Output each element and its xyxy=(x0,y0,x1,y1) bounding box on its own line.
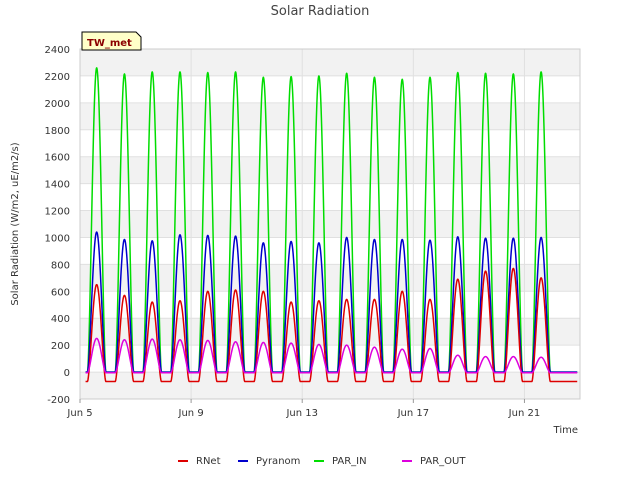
site-tag: TW_met xyxy=(81,31,142,51)
x-axis-title: Time xyxy=(553,425,578,436)
y-tick-label: 0 xyxy=(64,368,70,379)
x-tick-label: Jun 9 xyxy=(178,408,204,419)
site-tag-label: TW_met xyxy=(87,38,132,49)
plot-band xyxy=(80,210,580,238)
plot-band xyxy=(80,372,580,399)
y-axis-ticks: -200 0 200 400 600 800 1000 1200 1400 1600 1800 200… xyxy=(45,45,70,406)
y-tick-label: 200 xyxy=(51,341,70,352)
plot-background-bands xyxy=(80,49,580,399)
plot-frame xyxy=(79,48,581,400)
plot-band xyxy=(80,102,580,130)
legend-label: Pyranom xyxy=(256,456,300,467)
y-tick-label: 1400 xyxy=(45,180,70,191)
series-layer xyxy=(85,67,578,383)
legend-label: PAR_IN xyxy=(332,456,367,467)
series-line-par-out xyxy=(85,337,578,374)
series-line-rnet xyxy=(85,267,578,383)
y-axis-title: Solar Radiation (W/m2, uE/m2/s) xyxy=(10,142,21,305)
y-tick-label: 1600 xyxy=(45,153,70,164)
legend-label: PAR_OUT xyxy=(420,456,466,467)
y-tick-label: 2000 xyxy=(45,99,70,110)
x-axis-ticks: Jun 5 Jun 9 Jun 13 Jun 17 Jun 21 xyxy=(66,399,540,419)
x-tick-label: Jun 5 xyxy=(66,408,92,419)
legend-label: RNet xyxy=(196,456,221,467)
y-tick-label: 800 xyxy=(51,260,70,271)
plot-band xyxy=(80,264,580,292)
x-tick-label: Jun 13 xyxy=(285,408,318,419)
plot-band xyxy=(80,156,580,184)
chart-title: Solar Radiation xyxy=(271,4,370,19)
y-tick-label: -200 xyxy=(47,395,70,406)
plot-band xyxy=(80,318,580,346)
x-tick-label: Jun 17 xyxy=(397,408,430,419)
y-tick-label: 600 xyxy=(51,287,70,298)
y-tick-label: 2400 xyxy=(45,45,70,56)
x-tick-label: Jun 21 xyxy=(508,408,541,419)
y-tick-label: 400 xyxy=(51,314,70,325)
y-tick-label: 2200 xyxy=(45,72,70,83)
plot-band xyxy=(80,49,580,76)
y-tick-label: 1800 xyxy=(45,126,70,137)
site-tag-box xyxy=(81,31,142,51)
legend: RNet Pyranom PAR_IN PAR_OUT xyxy=(178,456,466,467)
y-tick-label: 1200 xyxy=(45,207,70,218)
y-tick-label: 1000 xyxy=(45,233,70,244)
